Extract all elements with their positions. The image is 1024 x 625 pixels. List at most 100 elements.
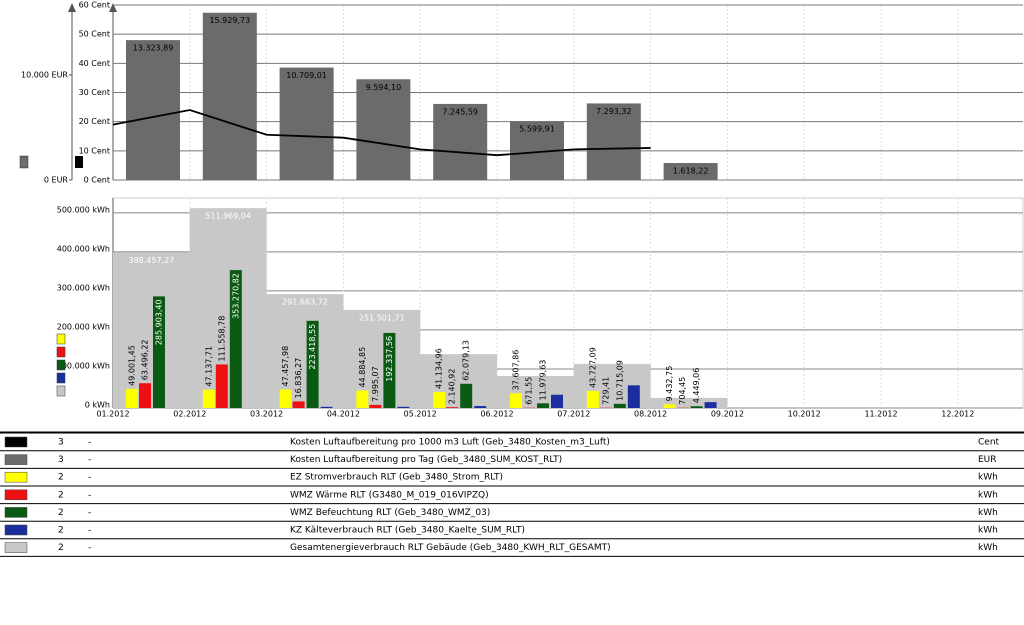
- total-bar: [266, 294, 344, 408]
- y-tick-label: 200.000 kWh: [57, 322, 110, 331]
- energy-bar: [383, 332, 396, 408]
- energy-bar: [292, 401, 305, 408]
- bar-value-label: 192.337,56: [385, 336, 394, 382]
- bar-value-label: 111.558,78: [217, 316, 226, 362]
- energy-bar: [139, 383, 151, 408]
- x-tick-label: 04.2012: [327, 410, 360, 419]
- legend-axis: 2: [58, 526, 64, 536]
- bar-value-label: 37.607,86: [512, 350, 521, 391]
- bar-value-label: 704,45: [678, 377, 687, 405]
- bar-value-label: 671,55: [525, 377, 534, 405]
- x-tick-label: 06.2012: [480, 410, 513, 419]
- legend-name: Gesamtenergieverbrauch RLT Gebäude (Geb_…: [290, 543, 611, 553]
- x-tick-label: 03.2012: [250, 410, 283, 419]
- y-tick-label: 400.000 kWh: [57, 244, 110, 253]
- y-tick-label: 0 kWh: [85, 401, 110, 410]
- energy-bar: [446, 407, 459, 408]
- bar-value-label: 511.969,04: [205, 212, 251, 221]
- y-tick-label: 300.000 kWh: [57, 283, 110, 292]
- swatch: [19, 155, 29, 169]
- cost-bar: [356, 79, 411, 180]
- legend-axis: 2: [58, 543, 64, 553]
- bar-value-label: 5.599,91: [519, 125, 555, 134]
- bar-value-label: 43.727,09: [588, 347, 597, 388]
- bar-value-label: 13.323,89: [133, 44, 174, 53]
- legend-swatch: [4, 542, 28, 553]
- y-tick-label: 20 Cent: [79, 117, 110, 126]
- x-tick-label: 07.2012: [557, 410, 590, 419]
- legend-name: WMZ Wärme RLT (G3480_M_019_016VIPZQ): [290, 490, 489, 500]
- legend-unit: kWh: [978, 490, 998, 500]
- energy-bar: [397, 406, 410, 408]
- energy-bar: [704, 402, 717, 408]
- legend-axis: 2: [58, 508, 64, 518]
- energy-bar: [356, 390, 369, 408]
- y2-tick-label: 0 EUR: [44, 176, 69, 185]
- energy-bar: [690, 406, 703, 408]
- x-tick-label: 12.2012: [941, 410, 974, 419]
- energy-bar: [433, 391, 446, 408]
- legend-swatch: [4, 489, 28, 501]
- bar-value-label: 10.715,09: [615, 360, 624, 401]
- total-bar: [189, 208, 267, 408]
- y-tick-label: 100.000 kWh: [57, 361, 110, 370]
- legend-name: Kosten Luftaufbereitung pro Tag (Geb_348…: [290, 455, 562, 465]
- bar-value-label: 251.501,71: [359, 313, 405, 322]
- legend-axis: 2: [58, 473, 64, 483]
- swatch: [56, 333, 66, 345]
- bar-value-label: 7.293,32: [596, 107, 632, 116]
- legend-dash: -: [88, 508, 91, 518]
- energy-bar: [474, 406, 487, 408]
- bar-value-label: 44.884,85: [358, 347, 367, 388]
- y-tick-label: 10 Cent: [79, 146, 110, 155]
- bar-value-label: 49.001,45: [128, 345, 137, 386]
- legend-swatch: [4, 524, 28, 536]
- cost-bar: [433, 103, 488, 180]
- energy-bar: [369, 404, 382, 408]
- axis-arrow: [109, 3, 117, 12]
- y2-tick-label: 10.000 EUR: [21, 71, 68, 80]
- energy-bar: [663, 404, 676, 408]
- bar-value-label: 16.836,27: [294, 358, 303, 399]
- bar-value-label: 63.496,22: [141, 339, 150, 380]
- energy-bar: [153, 296, 165, 408]
- y-tick-label: 40 Cent: [79, 59, 110, 68]
- bar-value-label: 7.245,59: [442, 107, 478, 116]
- legend-unit: kWh: [978, 543, 998, 553]
- bar-value-label: 9.594,10: [366, 83, 402, 92]
- legend-swatch: [4, 507, 28, 518]
- energy-bar: [613, 403, 626, 408]
- axis-arrow: [68, 3, 76, 12]
- legend-dash: -: [88, 526, 91, 536]
- cost-bar: [663, 163, 718, 180]
- bar-value-label: 10.709,01: [286, 71, 327, 80]
- legend-swatch: [4, 436, 28, 448]
- legend-unit: Cent: [978, 438, 1000, 448]
- swatch: [75, 156, 83, 168]
- x-tick-label: 09.2012: [711, 410, 744, 419]
- cost-bar: [126, 40, 180, 180]
- bar-value-label: 47.137,71: [204, 346, 213, 387]
- x-tick-label: 01.2012: [96, 410, 129, 419]
- energy-bar: [627, 385, 640, 408]
- legend-name: WMZ Befeuchtung RLT (Geb_3480_WMZ_03): [290, 508, 490, 518]
- bar-value-label: 62.079,13: [462, 340, 471, 381]
- bar-value-label: 41.134,96: [435, 348, 444, 389]
- legend-unit: kWh: [978, 473, 998, 483]
- legend-dash: -: [88, 490, 91, 500]
- x-tick-label: 10.2012: [788, 410, 821, 419]
- swatch: [56, 372, 66, 384]
- swatch: [56, 359, 66, 371]
- legend-name: Kosten Luftaufbereitung pro 1000 m3 Luft…: [290, 438, 610, 448]
- bar-value-label: 9.432,75: [665, 366, 674, 402]
- total-bar: [343, 309, 421, 408]
- total-bar: [420, 354, 497, 408]
- swatch: [56, 346, 66, 358]
- bar-value-label: 285.903,40: [155, 299, 164, 345]
- bar-value-label: 11.979,63: [539, 360, 548, 401]
- swatch: [56, 385, 66, 397]
- y-tick-label: 500.000 kWh: [57, 205, 110, 214]
- legend-swatch: [4, 471, 28, 483]
- legend-unit: EUR: [978, 455, 997, 465]
